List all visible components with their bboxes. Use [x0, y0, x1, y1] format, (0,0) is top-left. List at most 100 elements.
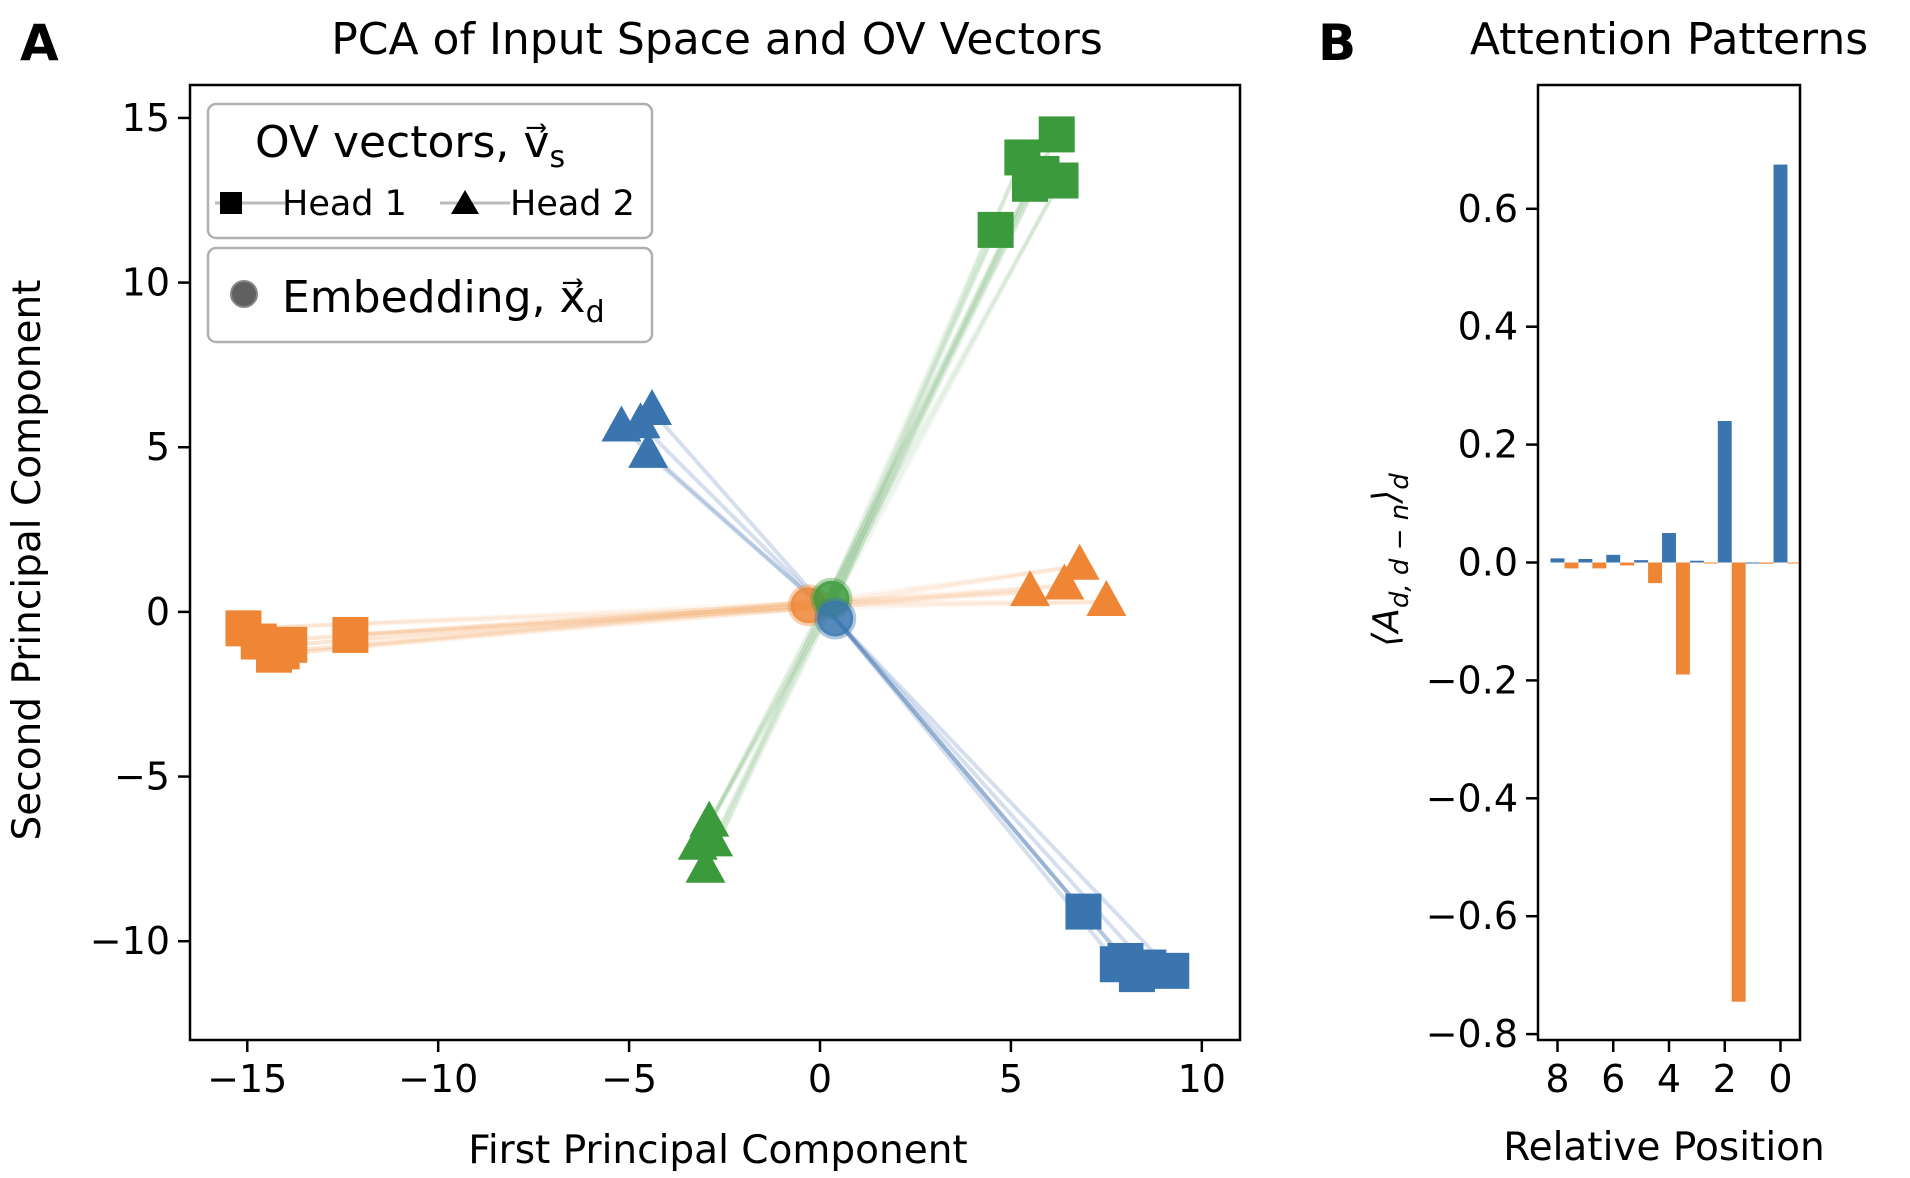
y-tick-label: 0.4	[1458, 305, 1518, 349]
ov-legend-title: OV vectors, v⃗s	[255, 117, 565, 175]
ov-triangle-point	[685, 846, 726, 883]
projection-line	[832, 182, 1032, 603]
ov-square-point	[977, 211, 1014, 248]
ov-triangle-point	[689, 800, 730, 837]
panel-b-axes: 0.6 0.4 0.2 0.0 −0.2 −0.4 −0.6 −0.8 8 6 4 2 0	[1426, 187, 1793, 1101]
projection-line	[707, 594, 831, 824]
x-tick-label: −15	[207, 1057, 287, 1101]
projection-line	[639, 422, 834, 617]
panel-a-title: PCA of Input Space and OV Vectors	[331, 14, 1103, 65]
panel-a-plot-frame	[188, 83, 1242, 1042]
attention-bar	[1717, 421, 1732, 563]
panel-a-points	[225, 116, 1190, 993]
projection-line	[703, 600, 837, 870]
panel-a-letter: A	[20, 14, 59, 72]
x-tick-label: 2	[1713, 1057, 1737, 1101]
attention-bar	[1773, 164, 1788, 563]
ov-triangle-point	[1059, 543, 1100, 580]
ov-square-point	[332, 616, 369, 653]
projection-line	[703, 597, 834, 870]
projection-line	[711, 600, 837, 844]
attention-bar	[1550, 558, 1565, 563]
panel-a-axes: −15 −10 −5 0 5 10 15 10 5 0 −5 −10	[90, 96, 1226, 1101]
projection-line	[350, 600, 806, 637]
x-tick-label: 0	[1768, 1057, 1792, 1101]
panel-a-xlabel: First Principal Component	[468, 1128, 967, 1173]
ov-triangle-point	[1010, 570, 1050, 607]
x-tick-label: 4	[1657, 1057, 1681, 1101]
attention-bar	[1662, 533, 1676, 563]
y-tick-label: −0.6	[1426, 894, 1518, 938]
panel-b-bars	[1550, 164, 1802, 1002]
projection-line	[707, 597, 834, 824]
legend-head2-label: Head 2	[510, 184, 635, 224]
projection-line	[650, 409, 840, 623]
projection-line	[707, 600, 837, 824]
ov-legend-frame	[206, 102, 654, 240]
y-tick-label: 15	[122, 96, 170, 140]
y-tick-label: 5	[146, 425, 170, 469]
attention-bar	[1787, 562, 1802, 564]
attention-bar	[1703, 562, 1718, 564]
y-tick-label: 0.6	[1458, 187, 1518, 231]
projection-line	[696, 600, 837, 847]
attention-bar	[1592, 562, 1607, 569]
panel-b-letter: B	[1318, 14, 1356, 72]
embedding-point	[814, 597, 857, 640]
projection-line	[808, 563, 1080, 608]
projection-line	[811, 600, 1107, 611]
ov-triangle-point	[1086, 580, 1127, 617]
attention-bar	[1759, 562, 1774, 564]
attention-bar	[1675, 562, 1690, 675]
y-tick-label: −10	[90, 919, 170, 963]
y-tick-label: −5	[114, 755, 170, 799]
projection-line	[833, 617, 1085, 913]
attention-bar	[1689, 560, 1704, 563]
projection-line	[289, 606, 812, 647]
x-tick-label: −10	[398, 1057, 478, 1101]
projection-line	[826, 179, 1063, 597]
projection-line	[281, 600, 806, 654]
legend-head1-label: Head 1	[282, 184, 407, 224]
x-tick-label: 0	[808, 1057, 832, 1101]
projection-line	[808, 600, 1107, 608]
ov-triangle-point	[1044, 563, 1085, 600]
panel-b-title: Attention Patterns	[1470, 14, 1868, 65]
attention-bar	[1564, 562, 1579, 569]
projection-line	[711, 594, 831, 844]
attention-bar	[1634, 560, 1649, 563]
projection-line	[832, 133, 1059, 603]
attention-bar	[1731, 562, 1746, 1002]
y-tick-label: 10	[122, 261, 170, 305]
y-tick-label: −0.4	[1426, 776, 1518, 820]
projection-line	[805, 563, 1080, 605]
projection-line	[281, 606, 812, 654]
attention-bar	[1745, 562, 1760, 564]
attention-bar	[1606, 554, 1621, 563]
x-tick-label: 5	[999, 1057, 1023, 1101]
y-tick-label: −0.2	[1426, 658, 1518, 702]
projection-line	[711, 597, 834, 844]
x-tick-label: 10	[1178, 1057, 1226, 1101]
legend-triangle-icon	[451, 190, 479, 214]
panel-a-ylabel: Second Principal Component	[5, 280, 50, 841]
projection-line	[281, 603, 809, 654]
projection-line	[836, 620, 1085, 913]
projection-line	[826, 133, 1059, 597]
x-tick-label: −5	[601, 1057, 657, 1101]
projection-line	[350, 603, 809, 637]
ov-triangle-point	[632, 389, 672, 426]
attention-bar	[1620, 562, 1635, 566]
projection-line	[811, 563, 1080, 611]
ov-triangle-point	[693, 820, 734, 857]
projection-line	[832, 229, 998, 603]
projection-line	[696, 594, 831, 847]
ov-square-point	[1012, 165, 1048, 202]
legend-square-icon	[220, 192, 242, 214]
ov-square-point	[1038, 116, 1075, 153]
projection-line	[826, 229, 998, 597]
y-tick-label: −0.8	[1426, 1012, 1518, 1056]
embedding-legend: Embedding, x⃗d	[206, 246, 654, 344]
